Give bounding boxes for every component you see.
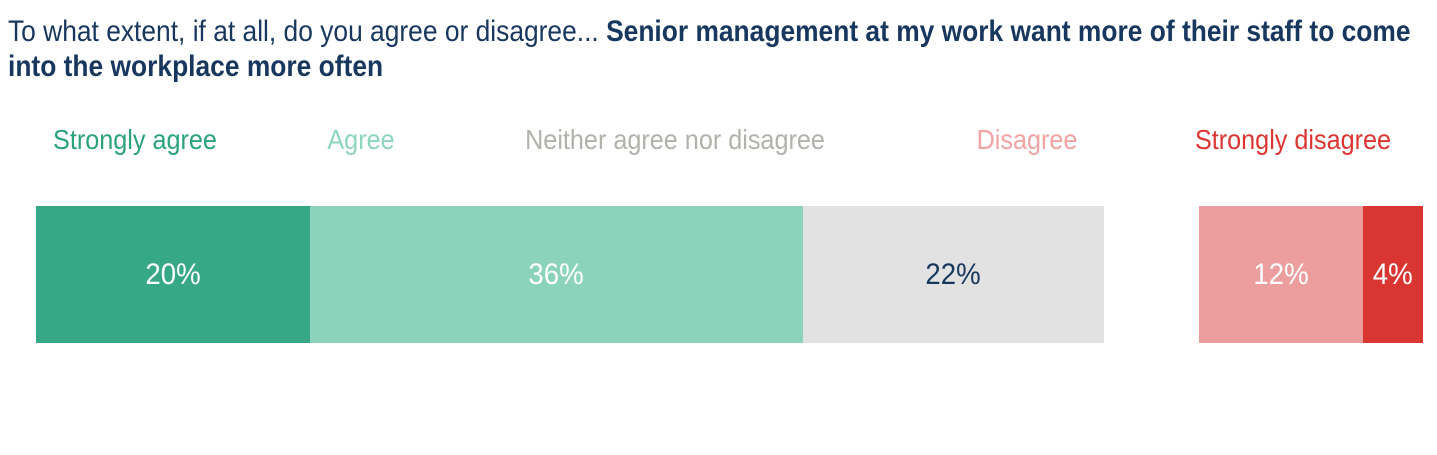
chart-title-question: To what extent, if at all, do you agree …: [8, 15, 607, 48]
bar-segment-disagree: 12%: [1199, 206, 1363, 343]
bar-segment-value: 20%: [145, 257, 201, 291]
bar-segment-strongly-agree: 20%: [35, 206, 310, 343]
legend-label-strongly-disagree: Strongly disagree: [1195, 124, 1392, 155]
legend-label-agree: Agree: [327, 124, 395, 155]
bar-segment-value: 4%: [1373, 257, 1413, 291]
bar-segment-agree: 36%: [309, 206, 803, 343]
chart-title: To what extent, if at all, do you agree …: [8, 14, 1437, 84]
bar-segment-value: 22%: [925, 257, 982, 291]
chart-legend: Strongly agree Agree Neither agree nor dis…: [0, 124, 1437, 160]
bar-segment-value: 12%: [1253, 257, 1309, 291]
stacked-bar: 20% 36% 22% 12% 4%: [35, 206, 1424, 343]
bar-segment-neither-agree-nor-disagree: 22%: [802, 206, 1104, 343]
bar-segment-strongly-disagree: 4%: [1362, 206, 1424, 343]
chart-title-statement: Senior management at my work want more o…: [8, 15, 1411, 83]
legend-label-disagree: Disagree: [977, 124, 1078, 155]
bar-gap: [1104, 206, 1199, 343]
legend-label-strongly-agree: Strongly agree: [53, 124, 218, 155]
legend-label-neither-agree-nor-disagree: Neither agree nor disagree: [525, 124, 826, 155]
bar-segment-value: 36%: [528, 257, 585, 291]
